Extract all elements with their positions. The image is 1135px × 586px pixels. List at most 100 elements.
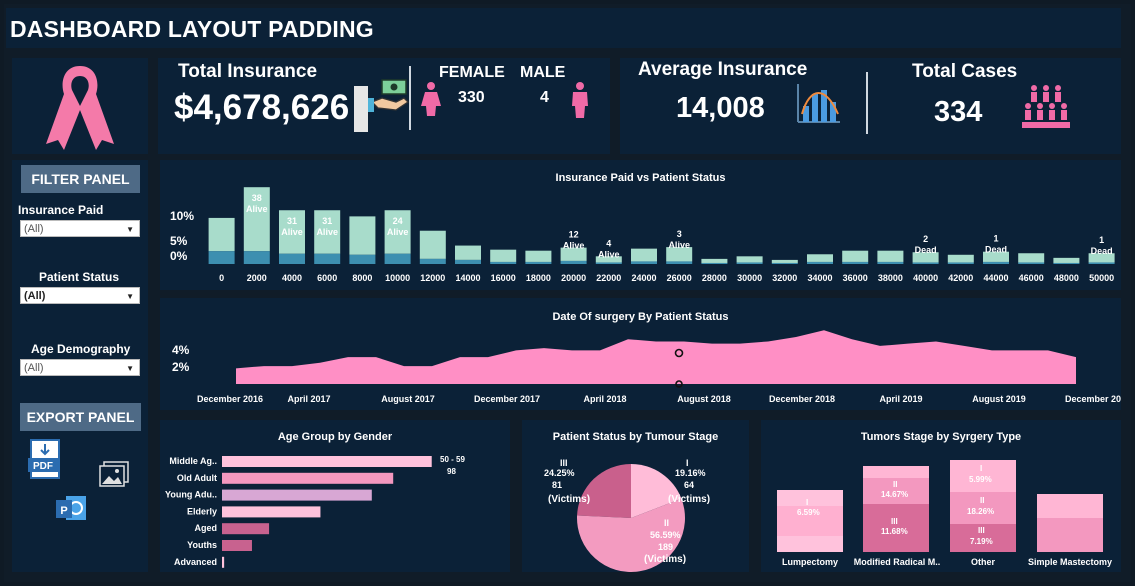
data-label-count: 24 xyxy=(393,216,403,226)
x-tick-label: April 2019 xyxy=(879,394,922,404)
bar-segment-dark xyxy=(771,262,798,264)
oth-ii-stage: II xyxy=(980,496,985,505)
point-marker xyxy=(675,380,683,388)
bar-segment-dark xyxy=(1053,262,1080,264)
bar-segment-light xyxy=(279,210,305,254)
oth-i-percent: 5.99% xyxy=(969,475,992,484)
bar-segment-light xyxy=(771,259,798,263)
x-tick-label: 50000 xyxy=(1089,273,1114,283)
pdf-icon[interactable]: PDF xyxy=(28,438,64,482)
x-tick-label: 36000 xyxy=(843,273,868,283)
data-label-status: Alive xyxy=(598,249,620,259)
oth-iii-stage: III xyxy=(978,526,985,535)
bar-segment-light xyxy=(314,210,341,254)
stacked-labels: I 6.59% II 14.67% III 11.68% I 5.99% II … xyxy=(761,420,1121,572)
chart-title: Patient Status by Tumour Stage xyxy=(552,431,719,443)
lump-i-percent: 6.59% xyxy=(797,508,820,517)
insurance-paid-label: Insurance Paid xyxy=(18,203,104,217)
chevron-down-icon: ▼ xyxy=(126,292,134,301)
bar-segment-light xyxy=(384,210,411,254)
chevron-down-icon: ▼ xyxy=(126,225,134,234)
age-demography-label: Age Demography xyxy=(31,342,131,356)
point-marker xyxy=(674,348,684,358)
x-tick-label: 14000 xyxy=(455,273,480,283)
bar-segment-light xyxy=(1018,253,1045,263)
bar-segment-light xyxy=(736,256,763,263)
bar-segment-light xyxy=(595,256,622,263)
data-label-status: Alive xyxy=(563,241,585,251)
insurance-paid-dropdown[interactable]: (All) ▼ xyxy=(20,220,140,237)
area-series xyxy=(236,330,1076,384)
bar-segment-dark xyxy=(877,261,904,264)
bar xyxy=(222,540,252,551)
patient-status-dropdown[interactable]: (All) ▼ xyxy=(20,287,140,304)
oth-i-stage: I xyxy=(980,464,983,473)
x-tick-label: 40000 xyxy=(913,273,938,283)
y-tick-label: Advanced xyxy=(174,557,217,567)
bar-segment-dark xyxy=(279,253,305,264)
powerpoint-icon[interactable]: P xyxy=(54,494,88,524)
bar-segment-light xyxy=(455,245,481,260)
bar-segment-dark xyxy=(349,254,376,264)
value-label-group: 50 - 59 xyxy=(440,455,465,464)
total-cases-value: 334 xyxy=(934,96,983,128)
age-demography-dropdown[interactable]: (All) ▼ xyxy=(20,359,140,376)
male-label: MALE xyxy=(520,64,566,81)
total-cases-label: Total Cases xyxy=(912,61,1018,82)
stacked-x-axis: Lumpectomy Modified Radical M.. Other Si… xyxy=(761,557,1121,571)
bar xyxy=(222,456,432,467)
money-hand-icon xyxy=(368,79,410,112)
bar-segment-light xyxy=(807,254,833,262)
ribbon-panel xyxy=(12,58,148,154)
bar-segment-dark xyxy=(208,251,235,264)
oth-ii-percent: 18.26% xyxy=(967,507,995,516)
bar-segment-light xyxy=(208,217,235,252)
pie-slice xyxy=(577,464,631,518)
male-value: 4 xyxy=(540,89,549,106)
data-label-status: Dead xyxy=(985,245,1007,255)
bar-segment-dark xyxy=(701,262,728,264)
slice-ii-label: (Victims) xyxy=(644,554,687,565)
y-tick-label: Youths xyxy=(187,540,217,550)
data-label-status: Alive xyxy=(387,227,409,237)
y-tick-label: 10% xyxy=(170,209,194,223)
x-tick-label: 16000 xyxy=(491,273,516,283)
slice-i-stage: I xyxy=(686,458,689,468)
data-label-count: 31 xyxy=(287,216,297,226)
bar-segment-light xyxy=(490,249,517,262)
insurance-status-bar-chart: 10% 5%0% 0 2000 4000 6000 8000 10000 12000 14000 1… xyxy=(170,187,1115,283)
x-tick-label: 8000 xyxy=(352,273,372,283)
age-demography-value: (All) xyxy=(24,362,44,374)
average-insurance-label: Average Insurance xyxy=(638,59,808,80)
bar-segment-light xyxy=(525,250,552,262)
bar-lumpectomy xyxy=(777,490,843,552)
value-label-count: 98 xyxy=(447,467,456,476)
insurance-status-chart-panel: Insurance Paid vs Patient Status 10% 5% 0%… xyxy=(160,160,1121,290)
slice-ii-percent: 56.59% xyxy=(650,530,681,540)
x-tick-label: 12000 xyxy=(420,273,445,283)
slice-ii-count: 189 xyxy=(658,542,674,552)
filter-panel-header: FILTER PANEL xyxy=(21,165,140,193)
image-icon[interactable] xyxy=(98,460,130,488)
pie-labels: III 24.25% 81 (Victims) I 19.16% 64 (Vic… xyxy=(522,420,749,572)
bar xyxy=(222,556,225,568)
chart-title: Date Of surgery By Patient Status xyxy=(552,311,729,323)
x-tick-label: 32000 xyxy=(772,273,797,283)
data-label-count: 1 xyxy=(1099,235,1104,245)
insurance-gender-panel: Total Insurance $4,678,626 FEMALE 330 MA… xyxy=(158,58,610,154)
chart-title: Tumors Stage by Syrgery Type xyxy=(860,431,1022,443)
pie-slice xyxy=(631,464,682,518)
y-tick-label: 4% xyxy=(172,343,190,357)
bar xyxy=(222,506,321,518)
average-cases-panel: Average Insurance 14,008 Total Cases 334 xyxy=(620,58,1121,154)
bar-segment-light xyxy=(912,252,939,263)
x-tick-simple-mastectomy: Simple Mastectomy xyxy=(1027,557,1113,567)
surgery-date-chart-panel: Date Of surgery By Patient Status 4% 2% De… xyxy=(160,298,1121,410)
data-label-status: Alive xyxy=(316,227,338,237)
chart-title: Insurance Paid vs Patient Status xyxy=(555,172,726,184)
oth-iii-percent: 7.19% xyxy=(970,537,993,546)
chart-title: Age Group by Gender xyxy=(277,431,393,443)
x-tick-label: 0 xyxy=(219,273,224,283)
x-tick-label: 24000 xyxy=(631,273,656,283)
bar-segment-dark xyxy=(842,261,869,264)
